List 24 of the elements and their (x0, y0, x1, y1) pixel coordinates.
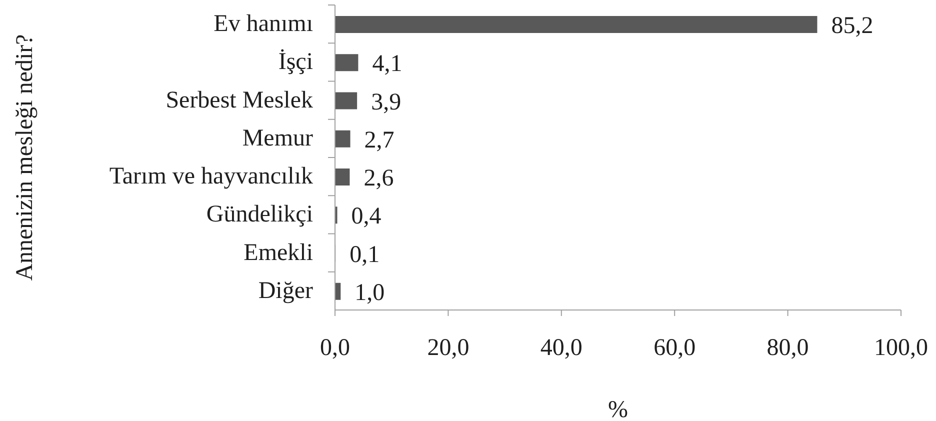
y-tick-label: Tarım ve hayvancılık (109, 164, 313, 190)
data-label: 3,9 (371, 89, 402, 116)
x-tick-label: 20,0 (427, 335, 470, 362)
data-label: 2,6 (364, 166, 394, 192)
data-label: 0,4 (351, 204, 382, 230)
x-tick-label: 40,0 (540, 335, 582, 362)
data-label: 4,1 (372, 51, 402, 78)
x-tick-label: 0,0 (320, 335, 350, 362)
y-tick-label: Emekli (244, 240, 314, 266)
x-tick-label: 100,0 (874, 335, 928, 362)
y-tick-label: Memur (242, 125, 314, 152)
data-label: 0,1 (350, 242, 380, 268)
data-label: 85,2 (831, 13, 874, 40)
x-tick-label: 60,0 (654, 335, 696, 362)
y-tick-label: Serbest Meslek (166, 87, 313, 114)
x-tick-label: 80,0 (766, 335, 809, 362)
y-axis-title: Annenizin mesleği nedir? (12, 34, 38, 281)
y-tick-label: Diğer (258, 278, 313, 304)
y-tick-label: Ev hanımı (214, 11, 314, 38)
data-label: 1,0 (354, 280, 385, 306)
y-tick-label: Gündelikçi (206, 202, 314, 228)
y-tick-label: İşçi (278, 49, 314, 76)
data-label: 2,7 (364, 127, 394, 154)
x-axis-title: % (608, 397, 628, 421)
